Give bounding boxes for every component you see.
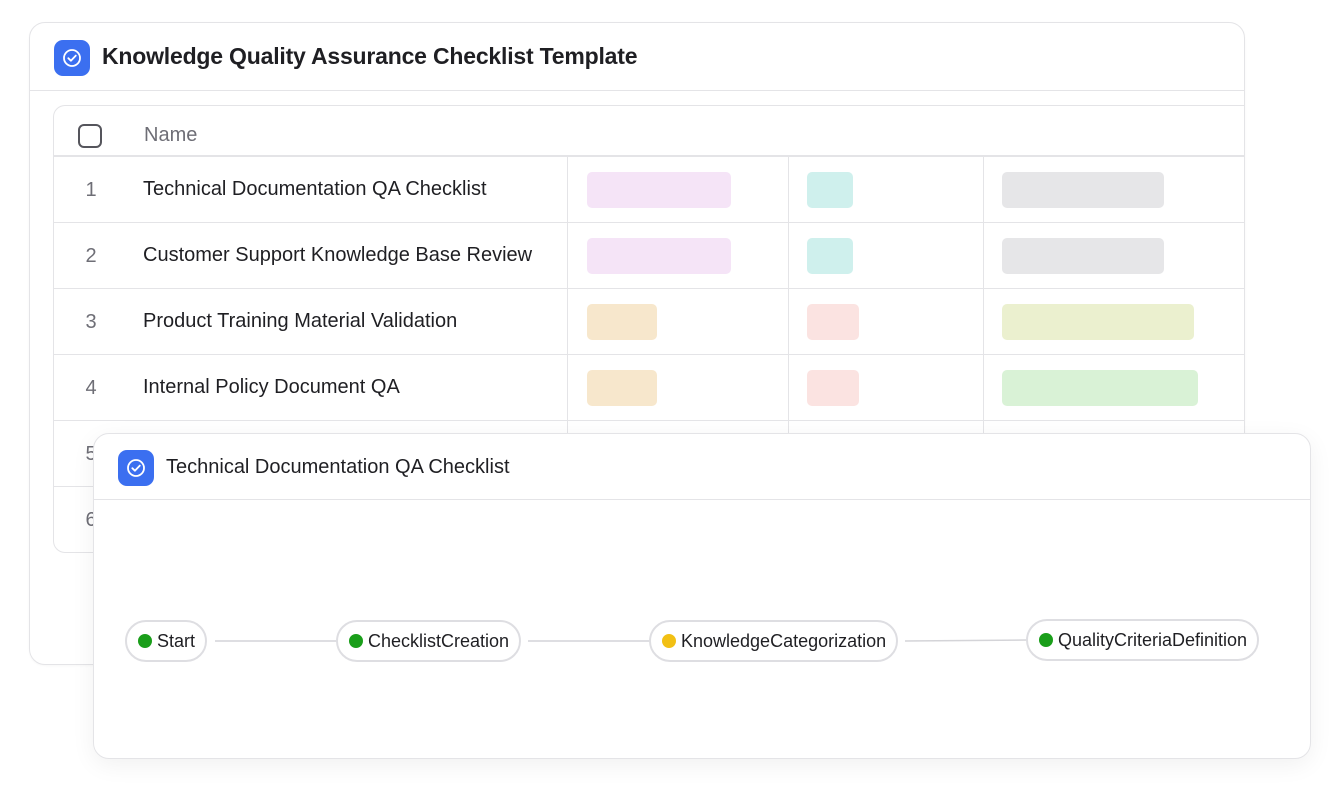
workflow-step-checklist-creation[interactable]: ChecklistCreation bbox=[336, 620, 522, 662]
step-label: QualityCriteriaDefinition bbox=[1058, 629, 1248, 650]
tag-pill[interactable] bbox=[807, 304, 859, 340]
status-dot bbox=[349, 634, 363, 648]
workflow-connectors bbox=[215, 639, 1028, 642]
row-number: 4 bbox=[85, 377, 97, 399]
table-header: Name bbox=[54, 106, 1244, 157]
app-logo bbox=[54, 40, 90, 76]
table-row[interactable]: 4 Internal Policy Document QA bbox=[54, 355, 1244, 421]
status-dot bbox=[1039, 633, 1053, 647]
template-header: Knowledge Quality Assurance Checklist Te… bbox=[30, 23, 1244, 91]
tag-pill[interactable] bbox=[587, 172, 731, 208]
step-label: ChecklistCreation bbox=[368, 630, 510, 651]
table-row[interactable]: 3 Product Training Material Validation bbox=[54, 289, 1244, 355]
tag-pill[interactable] bbox=[807, 172, 853, 208]
tag-pill[interactable] bbox=[807, 370, 859, 406]
row-number: 5 bbox=[85, 443, 97, 465]
row-number: 2 bbox=[85, 245, 97, 267]
workflow-step-start[interactable]: Start bbox=[125, 620, 208, 662]
connector-line bbox=[904, 639, 1028, 642]
row-name[interactable]: Internal Policy Document QA bbox=[143, 376, 400, 398]
tag-pill[interactable] bbox=[587, 370, 657, 406]
status-dot bbox=[662, 634, 676, 648]
check-circle-icon bbox=[127, 459, 145, 477]
app-logo bbox=[118, 450, 154, 486]
row-number: 6 bbox=[85, 509, 97, 531]
table-row[interactable]: 2 Customer Support Knowledge Base Review bbox=[54, 223, 1244, 289]
tag-pill[interactable] bbox=[587, 238, 731, 274]
tag-pill[interactable] bbox=[1002, 304, 1194, 340]
row-name[interactable]: Product Training Material Validation bbox=[143, 310, 458, 332]
row-number: 3 bbox=[85, 311, 97, 333]
workflow-title: Technical Documentation QA Checklist bbox=[166, 456, 510, 478]
check-circle-icon bbox=[63, 49, 81, 67]
page-title: Knowledge Quality Assurance Checklist Te… bbox=[102, 43, 638, 69]
tag-pill[interactable] bbox=[1002, 370, 1198, 406]
table-row[interactable]: 1 Technical Documentation QA Checklist bbox=[54, 157, 1244, 223]
row-number: 1 bbox=[85, 179, 97, 201]
row-name[interactable]: Technical Documentation QA Checklist bbox=[143, 178, 487, 200]
select-all-checkbox[interactable] bbox=[78, 124, 102, 148]
tag-pill[interactable] bbox=[1002, 172, 1164, 208]
column-header-name: Name bbox=[144, 124, 198, 146]
workflow-header: Technical Documentation QA Checklist bbox=[94, 434, 1310, 500]
step-label: Start bbox=[157, 630, 196, 651]
row-name[interactable]: Customer Support Knowledge Base Review bbox=[143, 244, 533, 266]
workflow-card: Technical Documentation QA Checklist Sta… bbox=[93, 433, 1311, 759]
tag-pill[interactable] bbox=[1002, 238, 1164, 274]
step-label: KnowledgeCategorization bbox=[681, 630, 887, 651]
tag-pill[interactable] bbox=[807, 238, 853, 274]
status-dot bbox=[138, 634, 152, 648]
table-row[interactable]: 6 bbox=[54, 487, 1244, 552]
workflow-step-knowledge-categorization[interactable]: KnowledgeCategorization bbox=[649, 620, 899, 662]
tag-pill[interactable] bbox=[587, 304, 657, 340]
workflow-step-quality-criteria-definition[interactable]: QualityCriteriaDefinition bbox=[1026, 619, 1260, 661]
